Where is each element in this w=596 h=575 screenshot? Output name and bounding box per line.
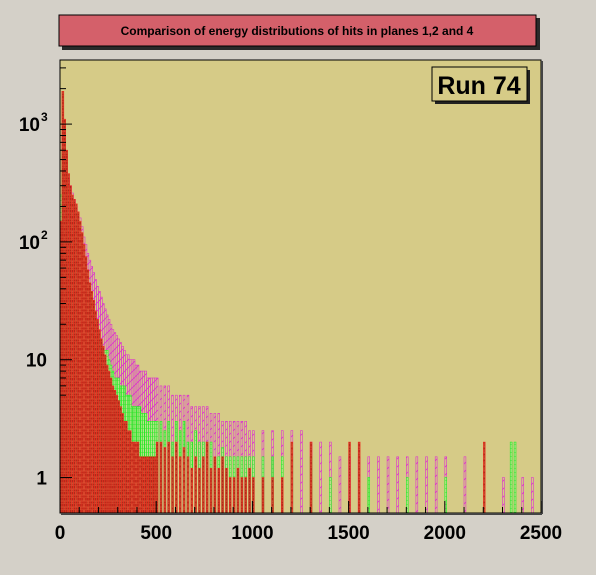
y-tick-label: 10 <box>19 115 40 136</box>
chart-title: Comparison of energy distributions of hi… <box>121 24 474 38</box>
histogram-bin <box>244 477 247 514</box>
histogram-bin <box>71 194 74 514</box>
histogram-bin <box>63 118 66 514</box>
histogram-bin <box>300 430 303 514</box>
histogram-bin <box>94 310 97 514</box>
histogram-bin <box>186 456 190 514</box>
histogram-bin <box>167 441 170 514</box>
histogram-bin <box>463 456 467 514</box>
histogram-bin <box>142 456 145 514</box>
histogram-bin <box>205 441 209 514</box>
histogram-bin <box>111 385 115 514</box>
x-tick-label: 2000 <box>424 523 466 544</box>
histogram-bin <box>280 477 284 514</box>
histogram-bin <box>319 441 322 514</box>
histogram-bin <box>190 467 194 514</box>
histogram-bin <box>240 477 244 514</box>
run-label-box: Run 74 <box>431 66 530 104</box>
histogram-bin <box>396 456 399 514</box>
x-tick-label: 2500 <box>520 523 562 544</box>
histogram-bin <box>179 456 182 514</box>
histogram-bin <box>338 456 342 514</box>
histogram-bin <box>102 345 105 514</box>
histogram-bin <box>261 477 265 514</box>
histogram-bin <box>309 441 313 514</box>
histogram-bin <box>225 467 228 514</box>
histogram-bin <box>134 441 138 514</box>
histogram-bars <box>59 91 534 514</box>
histogram-bin <box>163 447 167 514</box>
histogram-bin <box>213 456 217 514</box>
histogram-bin <box>386 456 390 514</box>
histogram-bin <box>425 456 428 514</box>
histogram-bin <box>209 467 213 514</box>
histogram-bin <box>119 406 122 514</box>
x-tick-label: 500 <box>140 523 172 544</box>
x-tick-label: 1000 <box>231 523 273 544</box>
y-tick-exponent: 3 <box>41 110 48 124</box>
histogram-bin <box>127 430 130 514</box>
y-tick-exponent: 2 <box>41 228 48 242</box>
histogram-bin <box>509 441 513 514</box>
histogram-bin <box>182 447 186 514</box>
histogram-bin <box>248 467 251 514</box>
title-box: Comparison of energy distributions of hi… <box>58 14 540 50</box>
histogram-bin <box>175 441 178 514</box>
histogram-bin <box>198 467 201 514</box>
histogram-bin <box>221 456 224 514</box>
histogram-bin <box>171 456 174 514</box>
histogram-bin <box>290 441 294 514</box>
histogram-bin <box>377 456 380 514</box>
histogram-bin <box>357 441 361 514</box>
histogram-bin <box>78 220 82 514</box>
histogram-bin <box>159 441 163 514</box>
y-tick-label: 1 <box>36 469 47 490</box>
histogram-bin <box>236 467 240 514</box>
run-label: Run 74 <box>437 72 520 100</box>
histogram-bin <box>531 477 534 514</box>
histogram-bin <box>202 456 205 514</box>
histogram-bin <box>217 467 221 514</box>
histogram-bin <box>229 477 232 514</box>
histogram-bin <box>434 456 438 514</box>
histogram-bin <box>86 269 90 514</box>
histogram-bin <box>513 441 517 514</box>
histogram-bin <box>415 456 419 514</box>
histogram-bin <box>150 456 153 514</box>
histogram-bin <box>482 441 486 514</box>
x-tick-label: 0 <box>55 523 66 544</box>
x-tick-label: 1500 <box>327 523 369 544</box>
y-tick-label: 10 <box>26 351 47 372</box>
y-tick-label: 10 <box>19 233 40 254</box>
histogram-bin <box>194 456 197 514</box>
